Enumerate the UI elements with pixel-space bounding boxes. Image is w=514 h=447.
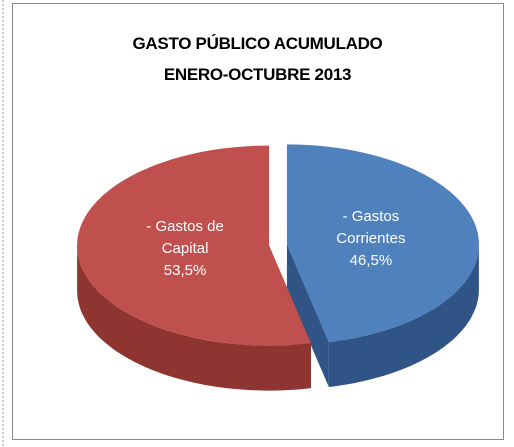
- slice: [77, 145, 311, 346]
- slice-wall: [286, 244, 329, 387]
- slice-value-label: 53,5%: [163, 262, 207, 280]
- slice-label: - Gastos Corrientes: [336, 207, 406, 247]
- slice-value-label: 46,5%: [349, 251, 393, 269]
- slice-side: [77, 245, 311, 391]
- chart-title: GASTO PÚBLICO ACUMULADO: [132, 34, 383, 53]
- slice: [286, 144, 479, 342]
- slice-side: [328, 244, 479, 387]
- slice-label: - Gastos de Capital: [146, 218, 224, 258]
- chart-title: ENERO-OCTUBRE 2013: [163, 65, 352, 84]
